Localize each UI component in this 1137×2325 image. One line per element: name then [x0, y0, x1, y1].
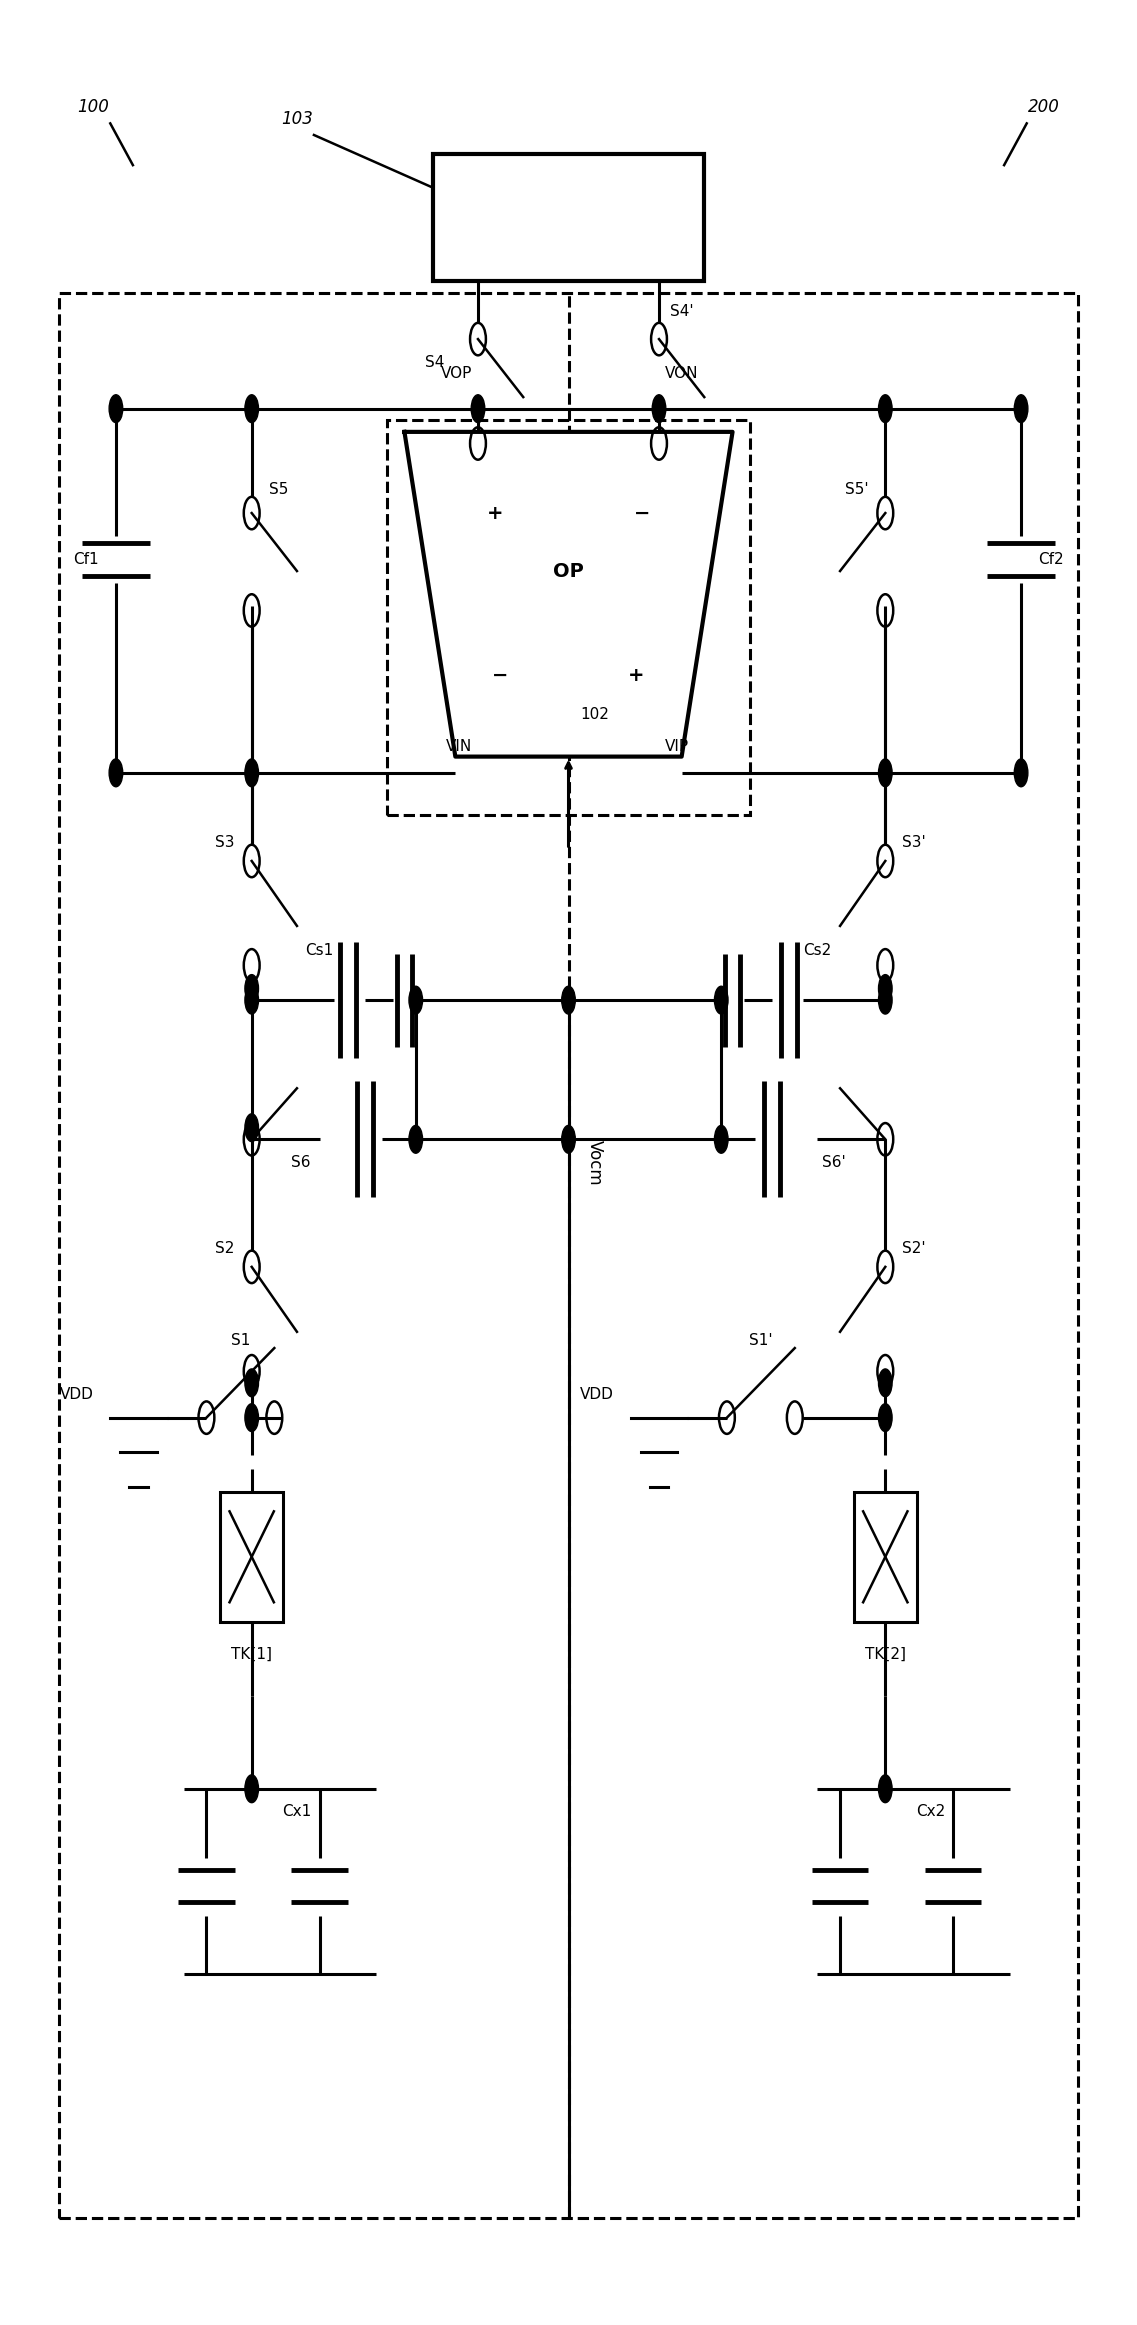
- Text: −: −: [633, 505, 650, 523]
- Circle shape: [109, 758, 123, 786]
- Text: S3': S3': [903, 835, 926, 851]
- Bar: [433, 153, 704, 281]
- Text: Vocm: Vocm: [586, 1139, 604, 1186]
- Text: Cs1: Cs1: [306, 944, 333, 958]
- Text: VDD: VDD: [59, 1388, 93, 1402]
- Text: S2: S2: [215, 1242, 234, 1256]
- Text: TK[1]: TK[1]: [231, 1646, 272, 1662]
- Text: OP: OP: [553, 563, 584, 581]
- Text: Cf1: Cf1: [73, 551, 99, 567]
- Text: 102: 102: [580, 707, 608, 723]
- Text: 200: 200: [1028, 98, 1060, 116]
- Text: +: +: [628, 665, 645, 686]
- Circle shape: [244, 758, 258, 786]
- Circle shape: [879, 1774, 893, 1802]
- Text: −: −: [492, 665, 508, 686]
- Text: S1': S1': [749, 1332, 773, 1348]
- Text: S4: S4: [424, 356, 445, 370]
- Text: S5: S5: [268, 481, 288, 498]
- Text: S4': S4': [671, 305, 694, 319]
- Circle shape: [562, 986, 575, 1014]
- Text: +: +: [487, 505, 504, 523]
- Circle shape: [1014, 758, 1028, 786]
- Circle shape: [714, 986, 728, 1014]
- Text: VOP: VOP: [441, 365, 472, 381]
- Circle shape: [471, 395, 484, 423]
- Circle shape: [244, 986, 258, 1014]
- Text: S6: S6: [291, 1156, 310, 1169]
- Circle shape: [562, 1125, 575, 1153]
- Text: Cx1: Cx1: [282, 1804, 312, 1820]
- Text: Cf2: Cf2: [1038, 551, 1064, 567]
- Text: Cs2: Cs2: [804, 944, 831, 958]
- Circle shape: [879, 395, 893, 423]
- Circle shape: [879, 986, 893, 1014]
- Text: VDD: VDD: [580, 1388, 614, 1402]
- Text: S1: S1: [231, 1332, 250, 1348]
- Circle shape: [244, 1404, 258, 1432]
- Text: ADC: ADC: [539, 205, 598, 230]
- Circle shape: [879, 1404, 893, 1432]
- Polygon shape: [405, 432, 732, 756]
- Circle shape: [409, 1125, 423, 1153]
- Circle shape: [879, 1369, 893, 1397]
- Circle shape: [714, 1125, 728, 1153]
- Circle shape: [244, 1774, 258, 1802]
- Circle shape: [409, 986, 423, 1014]
- Circle shape: [244, 1114, 258, 1142]
- Text: Cx2: Cx2: [916, 1804, 945, 1820]
- Circle shape: [109, 395, 123, 423]
- Text: VON: VON: [665, 365, 698, 381]
- Circle shape: [879, 974, 893, 1002]
- Text: S3: S3: [215, 835, 234, 851]
- Circle shape: [653, 395, 666, 423]
- Circle shape: [879, 758, 893, 786]
- Bar: [388, 421, 749, 814]
- Circle shape: [1014, 395, 1028, 423]
- Text: S2': S2': [903, 1242, 926, 1256]
- Circle shape: [244, 395, 258, 423]
- Bar: [221, 1493, 283, 1623]
- Circle shape: [244, 974, 258, 1002]
- Text: S5': S5': [845, 481, 869, 498]
- Text: 103: 103: [281, 109, 313, 128]
- Text: 100: 100: [77, 98, 109, 116]
- Circle shape: [244, 1369, 258, 1397]
- Text: VIN: VIN: [446, 739, 472, 753]
- Text: TK[2]: TK[2]: [865, 1646, 906, 1662]
- Text: VIP: VIP: [665, 739, 689, 753]
- Bar: [59, 293, 1078, 2218]
- Text: S6': S6': [822, 1156, 846, 1169]
- Bar: [854, 1493, 916, 1623]
